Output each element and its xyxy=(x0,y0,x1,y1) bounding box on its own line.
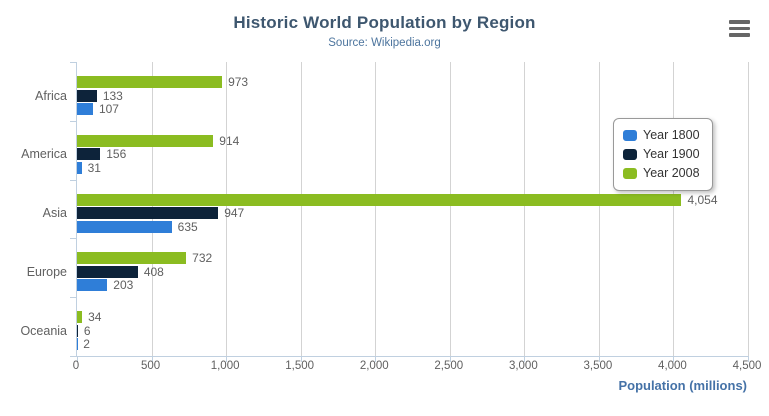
legend-swatch-icon xyxy=(623,168,637,179)
chart-title: Historic World Population by Region xyxy=(233,13,536,32)
x-axis-tick-label: 1,000 xyxy=(210,360,240,372)
legend: Year 1800 Year 1900 Year 2008 xyxy=(613,118,713,191)
gridline xyxy=(748,62,749,356)
x-axis-tick-label: 3,000 xyxy=(508,360,538,372)
bar-africa-year-2008[interactable] xyxy=(77,76,223,88)
bar-value-label: 732 xyxy=(192,251,213,266)
bar-oceania-year-1900[interactable] xyxy=(77,324,78,337)
y-axis-tick xyxy=(70,297,77,299)
gridline xyxy=(226,62,228,356)
bar-value-label: 203 xyxy=(113,278,134,293)
legend-item-label: Year 1800 xyxy=(643,128,700,142)
y-axis-tick xyxy=(70,62,77,63)
x-axis-tick xyxy=(226,356,228,362)
hamburger-bar xyxy=(729,33,750,37)
category-label: Oceania xyxy=(20,323,67,338)
x-axis-tick xyxy=(449,356,451,362)
bar-america-year-2008[interactable] xyxy=(77,134,214,147)
hamburger-bar xyxy=(729,20,750,24)
y-axis-tick xyxy=(70,238,77,240)
x-axis-tick xyxy=(77,356,78,362)
plot-area: 973 133 107 914 156 31 4,054 947 635 732 408 203 34 6… xyxy=(70,62,749,362)
y-axis-tick xyxy=(70,179,77,181)
gridline xyxy=(673,62,675,356)
legend-item-year-2008[interactable]: Year 2008 xyxy=(623,164,700,183)
gridline xyxy=(598,62,600,356)
legend-swatch-icon xyxy=(623,130,637,141)
bar-value-label: 2 xyxy=(83,337,90,352)
legend-item-label: Year 1900 xyxy=(643,147,700,161)
bar-asia-year-2008[interactable] xyxy=(77,193,682,206)
x-axis-tick-label: 4,000 xyxy=(658,360,687,372)
bar-value-label: 107 xyxy=(98,102,119,116)
legend-item-year-1800[interactable]: Year 1800 xyxy=(623,126,700,145)
x-axis-tick-label: 3,500 xyxy=(583,360,613,372)
bar-america-year-1800[interactable] xyxy=(77,161,82,174)
category-label: Africa xyxy=(35,88,67,103)
bar-value-label: 408 xyxy=(143,264,164,279)
bar-europe-year-2008[interactable] xyxy=(77,252,187,265)
bar-value-label: 973 xyxy=(228,75,249,89)
x-axis-tick xyxy=(598,356,600,362)
bar-africa-year-1900[interactable] xyxy=(77,89,97,102)
x-axis-tick-label: 500 xyxy=(140,360,161,372)
gridline xyxy=(449,62,451,356)
category-label: America xyxy=(21,147,67,162)
bar-value-label: 133 xyxy=(102,88,123,103)
x-axis-tick xyxy=(524,356,526,362)
x-axis-title: Population (millions) xyxy=(618,378,747,393)
x-axis-tick xyxy=(151,356,153,362)
hamburger-menu-icon[interactable] xyxy=(729,20,750,37)
bar-value-label: 947 xyxy=(224,206,245,221)
bar-america-year-1900[interactable] xyxy=(77,148,101,161)
y-axis-tick xyxy=(70,356,77,357)
bar-asia-year-1800[interactable] xyxy=(77,220,172,233)
bar-value-label: 34 xyxy=(88,310,102,325)
chart-subtitle: Source: Wikipedia.org xyxy=(328,37,441,49)
x-axis-tick-label: 1,500 xyxy=(285,360,315,372)
x-axis-tick xyxy=(375,356,377,362)
x-axis-tick-label: 2,000 xyxy=(359,360,389,372)
bar-value-label: 4,054 xyxy=(687,192,718,207)
bar-value-label: 31 xyxy=(87,160,101,175)
gridline xyxy=(375,62,377,356)
gridline xyxy=(300,62,302,356)
bar-europe-year-1800[interactable] xyxy=(77,279,108,292)
category-label: Europe xyxy=(26,264,67,279)
x-axis-tick xyxy=(748,356,749,362)
x-axis-tick xyxy=(300,356,302,362)
bar-africa-year-1800[interactable] xyxy=(77,103,93,115)
bar-value-label: 6 xyxy=(83,323,91,338)
bar-europe-year-1900[interactable] xyxy=(77,265,138,278)
x-axis-tick-label: 4,500 xyxy=(732,360,762,372)
bar-value-label: 156 xyxy=(106,147,127,162)
bar-value-label: 914 xyxy=(219,133,240,148)
gridline xyxy=(524,62,526,356)
category-label: Asia xyxy=(42,206,67,221)
bar-asia-year-1900[interactable] xyxy=(77,207,219,220)
x-axis-tick-label: 0 xyxy=(72,360,80,372)
x-axis-tick-label: 2,500 xyxy=(434,360,464,372)
y-axis-tick xyxy=(70,120,77,122)
legend-item-label: Year 2008 xyxy=(643,166,700,180)
x-axis-tick xyxy=(673,356,675,362)
bar-oceania-year-2008[interactable] xyxy=(77,311,83,324)
legend-item-year-1900[interactable]: Year 1900 xyxy=(623,145,700,164)
bar-value-label: 635 xyxy=(177,219,198,234)
legend-swatch-icon xyxy=(623,149,637,160)
hamburger-bar xyxy=(729,26,750,30)
